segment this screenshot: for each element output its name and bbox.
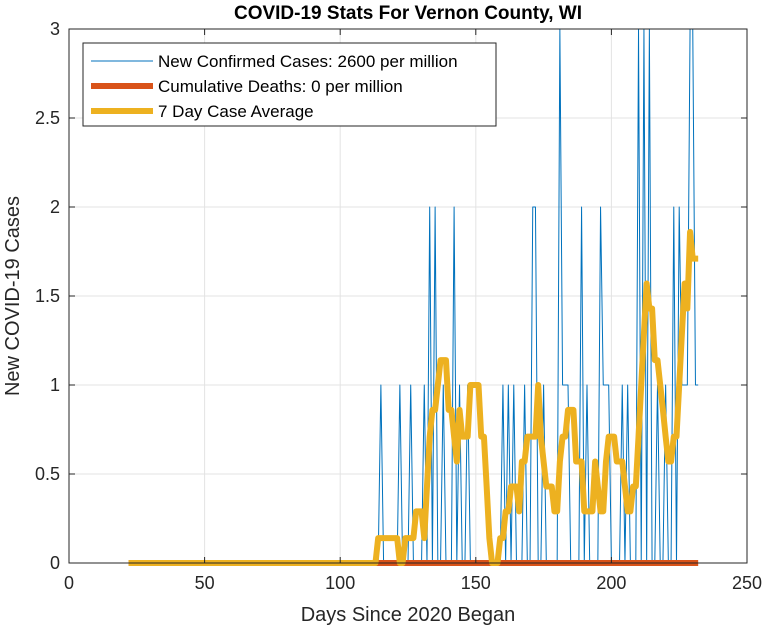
legend-entry-7day-average: 7 Day Case Average <box>158 102 314 121</box>
y-tick-label: 2 <box>50 197 60 217</box>
grid-lines <box>69 29 747 563</box>
x-tick-label: 150 <box>461 573 491 593</box>
y-tick-label: 0.5 <box>35 464 60 484</box>
x-tick-label: 0 <box>64 573 74 593</box>
x-tick-label: 50 <box>195 573 215 593</box>
y-tick-label: 3 <box>50 19 60 39</box>
legend-entry-new-cases: New Confirmed Cases: 2600 per million <box>158 52 458 71</box>
x-tick-label: 250 <box>732 573 762 593</box>
y-tick-label: 1.5 <box>35 286 60 306</box>
legend: New Confirmed Cases: 2600 per million Cu… <box>82 42 497 127</box>
legend-entry-deaths: Cumulative Deaths: 0 per million <box>158 77 403 96</box>
y-axis-label: New COVID-19 Cases <box>2 196 24 396</box>
chart-title: COVID-19 Stats For Vernon County, WI <box>234 3 582 24</box>
x-axis-label: Days Since 2020 Began <box>301 604 516 626</box>
axis-ticks: 0 50 100 150 200 250 0 0.5 1 1.5 2 2.5 3 <box>35 19 762 593</box>
x-tick-label: 200 <box>596 573 626 593</box>
y-tick-label: 2.5 <box>35 108 60 128</box>
legend-swatches <box>91 60 153 114</box>
y-tick-label: 1 <box>50 375 60 395</box>
y-tick-label: 0 <box>50 553 60 573</box>
seven-day-average-line <box>128 228 699 566</box>
x-tick-label: 100 <box>325 573 355 593</box>
